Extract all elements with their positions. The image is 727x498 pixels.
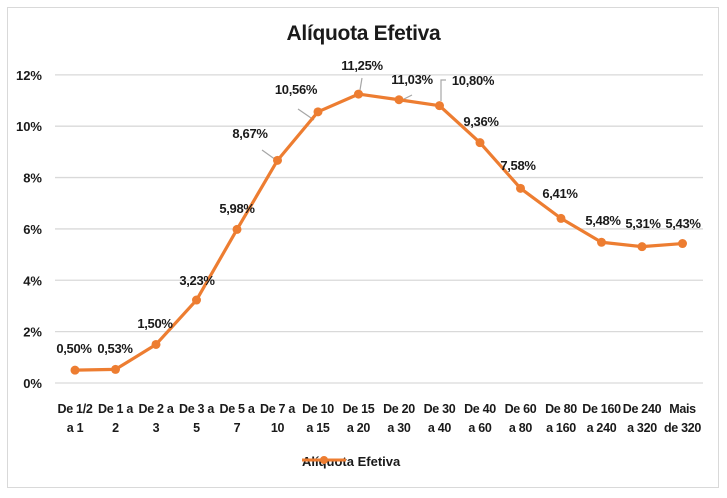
x-tick-label: 2 — [112, 421, 119, 435]
data-label: 7,58% — [500, 158, 536, 173]
y-tick-label: 0% — [23, 376, 42, 391]
x-tick-label: De 40 — [464, 402, 496, 416]
x-tick-label: De 30 — [424, 402, 456, 416]
y-tick-label: 8% — [23, 171, 42, 186]
leader-line — [359, 77, 363, 91]
x-tick-label: a 60 — [468, 421, 491, 435]
chart-area — [7, 7, 719, 488]
data-label: 10,56% — [275, 82, 318, 97]
x-tick-label: De 10 — [302, 402, 334, 416]
x-tick-label: De 1/2 — [57, 402, 92, 416]
x-tick-label: a 240 — [587, 421, 617, 435]
chart-title: Alíquota Efetiva — [286, 22, 441, 45]
x-tick-label: 10 — [271, 421, 285, 435]
x-tick-label: De 3 a — [179, 402, 215, 416]
data-label: 5,98% — [219, 201, 255, 216]
data-point[interactable] — [111, 364, 120, 374]
legend: Alíquota Efetiva — [302, 454, 400, 469]
data-label: 11,03% — [391, 72, 433, 87]
x-tick-label: a 1 — [67, 421, 84, 435]
series-line — [74, 92, 683, 372]
data-point[interactable] — [313, 107, 323, 117]
x-tick-label: De 240 — [623, 402, 662, 416]
x-tick-label: De 60 — [505, 402, 537, 416]
x-tick-label: 7 — [234, 421, 241, 435]
data-point[interactable] — [232, 224, 242, 234]
x-tick-label: a 20 — [347, 421, 370, 435]
data-label: 5,48% — [585, 213, 621, 228]
x-tick-label: De 7 a — [260, 402, 296, 416]
x-tick-label: 5 — [193, 421, 200, 435]
y-tick-label: 2% — [23, 325, 42, 340]
y-tick-label: 10% — [16, 119, 42, 134]
data-point[interactable] — [516, 183, 525, 193]
data-label: 9,36% — [463, 114, 499, 129]
x-tick-label: a 30 — [387, 421, 410, 435]
data-point[interactable] — [151, 339, 161, 349]
legend-marker-icon — [302, 456, 346, 464]
data-point[interactable] — [475, 138, 485, 148]
data-point[interactable] — [273, 155, 282, 165]
data-label: 6,41% — [542, 186, 578, 201]
data-label: 5,43% — [665, 216, 701, 231]
data-point[interactable] — [597, 237, 606, 247]
data-point[interactable] — [70, 365, 80, 375]
data-label: 1,50% — [137, 316, 173, 331]
x-tick-label: a 320 — [627, 421, 657, 435]
data-label: 8,67% — [232, 126, 268, 141]
x-tick-label: a 160 — [546, 421, 576, 435]
x-tick-label: De 15 — [343, 402, 375, 416]
data-point[interactable] — [354, 89, 363, 99]
x-tick-label: Mais — [669, 402, 696, 416]
x-tick-label: a 15 — [306, 421, 329, 435]
data-label: 11,25% — [341, 58, 383, 73]
data-point[interactable] — [678, 239, 687, 249]
data-label: 0,50% — [56, 341, 92, 356]
x-tick-label: a 40 — [428, 421, 451, 435]
y-tick-label: 4% — [23, 273, 42, 288]
leader-line — [440, 79, 446, 101]
data-label: 0,53% — [97, 341, 133, 356]
y-tick-label: 6% — [23, 222, 42, 237]
x-tick-label: De 2 a — [138, 402, 174, 416]
x-tick-label: 3 — [153, 421, 160, 435]
x-tick-label: a 80 — [509, 421, 532, 435]
data-label: 3,23% — [179, 273, 215, 288]
data-point[interactable] — [192, 295, 201, 305]
data-point[interactable] — [556, 213, 566, 223]
x-tick-label: de 320 — [664, 421, 701, 435]
x-tick-label: De 160 — [582, 402, 621, 416]
y-tick-label: 12% — [16, 68, 42, 83]
data-point[interactable] — [435, 101, 444, 111]
data-point[interactable] — [637, 242, 647, 252]
data-label: 5,31% — [625, 216, 661, 231]
x-tick-label: De 20 — [383, 402, 415, 416]
x-tick-label: De 1 a — [98, 402, 134, 416]
data-point[interactable] — [394, 95, 404, 105]
x-tick-label: De 80 — [545, 402, 577, 416]
data-label: 10,80% — [452, 73, 495, 88]
x-tick-label: De 5 a — [219, 402, 255, 416]
